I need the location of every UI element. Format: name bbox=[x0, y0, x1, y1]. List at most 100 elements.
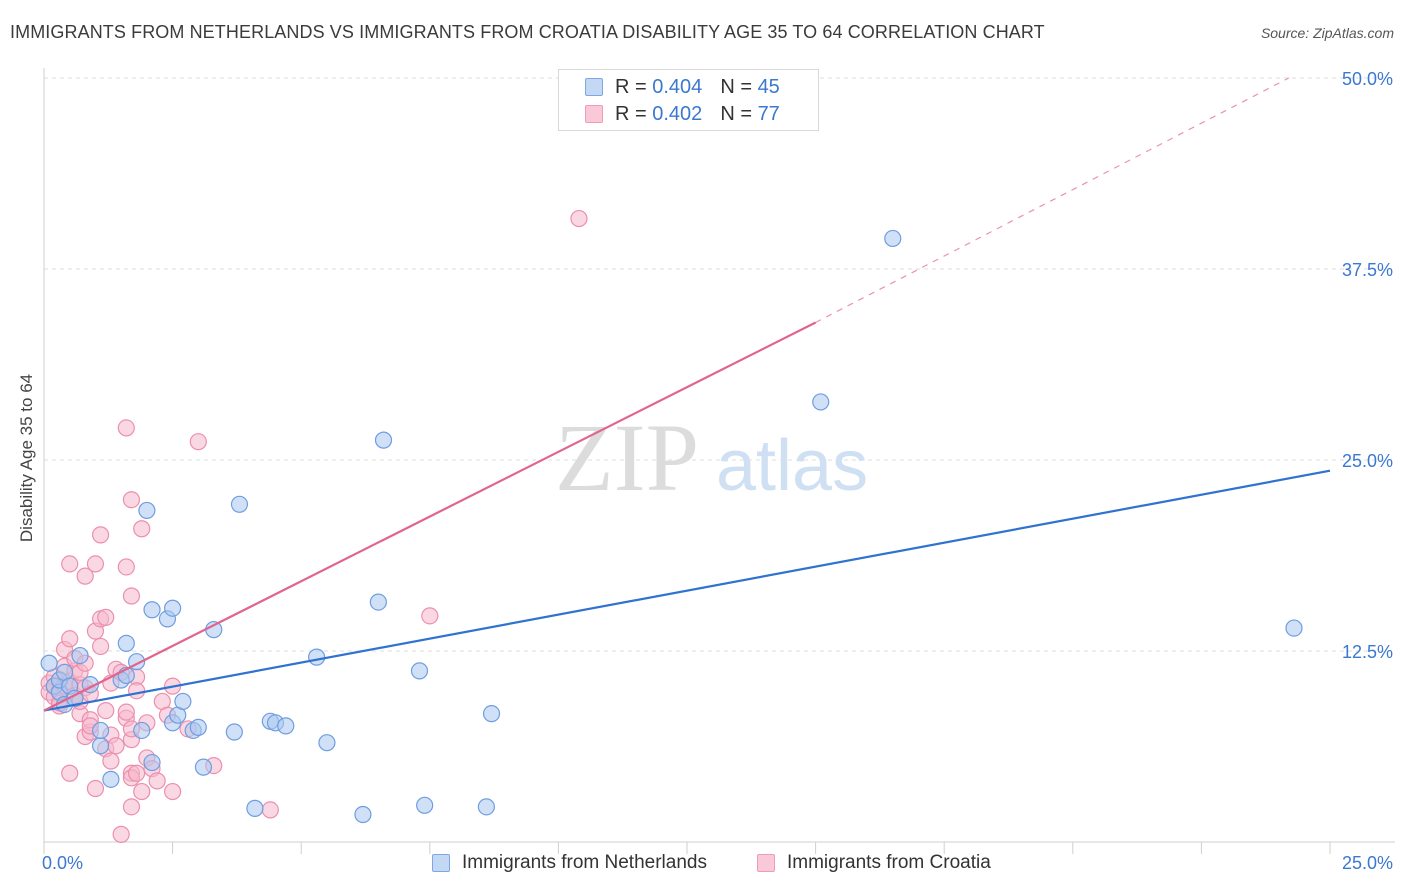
croatia-point bbox=[164, 782, 182, 801]
netherlands-point bbox=[374, 431, 393, 449]
netherlands-point bbox=[416, 796, 434, 814]
netherlands-legend-label: Immigrants from Netherlands bbox=[462, 852, 707, 873]
croatia-point bbox=[122, 491, 141, 509]
croatia-point bbox=[86, 779, 105, 798]
croatia-point bbox=[97, 608, 115, 626]
croatia-point bbox=[61, 555, 79, 573]
y-tick-label: 50.0% bbox=[1342, 69, 1393, 89]
watermark-zip: ZIP bbox=[555, 404, 699, 511]
netherlands-point bbox=[884, 229, 902, 248]
axes bbox=[43, 68, 1395, 854]
watermark: ZIP atlas bbox=[555, 404, 868, 511]
netherlands-point bbox=[117, 634, 135, 652]
netherlands-swatch-icon bbox=[432, 854, 450, 872]
croatia-point bbox=[189, 433, 207, 451]
netherlands-point bbox=[194, 758, 213, 776]
croatia-point bbox=[91, 637, 110, 656]
x-tick-label: 25.0% bbox=[1342, 853, 1393, 873]
correlation-legend: R = 0.404 N = 45 R = 0.402 N = 77 bbox=[558, 69, 819, 131]
croatia-point bbox=[61, 764, 79, 782]
watermark-atlas: atlas bbox=[716, 426, 868, 506]
tick-labels: 12.5% 25.0% 37.5% 50.0% 0.0% 25.0% bbox=[42, 69, 1393, 873]
croatia-point bbox=[112, 825, 130, 843]
croatia-trend-line bbox=[43, 321, 817, 712]
croatia-point bbox=[122, 798, 141, 816]
netherlands-point bbox=[189, 718, 207, 737]
legend-n-label: N = bbox=[720, 75, 752, 98]
croatia-point bbox=[117, 703, 135, 721]
croatia-swatch-icon bbox=[585, 105, 603, 123]
netherlands-point bbox=[225, 723, 243, 741]
netherlands-point bbox=[91, 737, 110, 755]
netherlands-point bbox=[354, 805, 372, 824]
netherlands-point bbox=[482, 705, 501, 723]
bottom-legend-croatia: Immigrants from Croatia bbox=[757, 852, 991, 874]
netherlands-point bbox=[164, 599, 182, 617]
netherlands-point bbox=[174, 692, 192, 711]
netherlands-point bbox=[138, 501, 156, 520]
croatia-point bbox=[117, 419, 135, 437]
netherlands-point bbox=[71, 646, 89, 665]
netherlands-point bbox=[812, 393, 830, 411]
netherlands-point bbox=[246, 799, 264, 817]
croatia-point bbox=[122, 587, 141, 605]
netherlands-point bbox=[40, 654, 58, 672]
netherlands-point bbox=[102, 770, 120, 788]
netherlands-point bbox=[277, 717, 295, 735]
croatia-point bbox=[117, 558, 135, 576]
netherlands-point bbox=[143, 753, 161, 772]
netherlands-point bbox=[477, 798, 495, 816]
netherlands-point bbox=[318, 734, 336, 752]
netherlands-point bbox=[143, 601, 161, 619]
croatia-point bbox=[107, 737, 125, 755]
netherlands-points bbox=[40, 229, 1303, 824]
y-tick-label: 25.0% bbox=[1342, 451, 1393, 471]
netherlands-point bbox=[91, 721, 110, 740]
croatia-point bbox=[76, 567, 94, 585]
legend-r-value: 0.402 bbox=[652, 102, 703, 125]
croatia-legend-label: Immigrants from Croatia bbox=[787, 852, 991, 873]
y-tick-label: 12.5% bbox=[1342, 642, 1393, 662]
netherlands-trend-line bbox=[43, 469, 1331, 712]
legend-r-label: R = bbox=[615, 102, 647, 125]
bottom-legend-netherlands: Immigrants from Netherlands bbox=[432, 852, 707, 874]
croatia-point bbox=[61, 630, 79, 648]
croatia-point bbox=[148, 772, 166, 790]
legend-n-value: 45 bbox=[757, 75, 780, 98]
netherlands-point bbox=[230, 495, 249, 513]
croatia-point bbox=[86, 555, 105, 573]
trend-lines bbox=[43, 77, 1331, 712]
croatia-point bbox=[133, 782, 151, 801]
croatia-point bbox=[91, 526, 110, 544]
legend-r-label: R = bbox=[615, 75, 647, 98]
croatia-swatch-icon bbox=[757, 854, 775, 872]
netherlands-point bbox=[369, 593, 387, 611]
croatia-point bbox=[97, 701, 115, 720]
netherlands-swatch-icon bbox=[585, 78, 603, 96]
croatia-point bbox=[127, 764, 146, 782]
x-tick-label: 0.0% bbox=[42, 853, 83, 873]
chart-title: IMMIGRANTS FROM NETHERLANDS VS IMMIGRANT… bbox=[10, 22, 1045, 42]
netherlands-point bbox=[1285, 619, 1303, 637]
netherlands-point bbox=[410, 662, 429, 680]
source-label: Source: ZipAtlas.com bbox=[1260, 25, 1394, 41]
croatia-point bbox=[102, 752, 120, 770]
croatia-trend-extension bbox=[815, 77, 1290, 324]
y-axis-label: Disability Age 35 to 64 bbox=[17, 374, 36, 542]
grid-lines bbox=[44, 77, 1395, 652]
croatia-point bbox=[133, 520, 151, 538]
croatia-point bbox=[127, 682, 146, 700]
netherlands-point bbox=[133, 721, 151, 740]
croatia-point bbox=[261, 801, 279, 819]
croatia-points bbox=[40, 209, 588, 843]
croatia-point bbox=[421, 607, 439, 625]
netherlands-point bbox=[308, 648, 326, 666]
legend-n-value: 77 bbox=[757, 102, 780, 125]
legend-row-netherlands: R = 0.404 N = 45 bbox=[585, 75, 780, 99]
croatia-point bbox=[570, 209, 588, 228]
legend-r-value: 0.404 bbox=[652, 75, 703, 98]
legend-n-label: N = bbox=[720, 102, 752, 125]
legend-row-croatia: R = 0.402 N = 77 bbox=[585, 102, 780, 126]
y-tick-label: 37.5% bbox=[1342, 260, 1393, 280]
